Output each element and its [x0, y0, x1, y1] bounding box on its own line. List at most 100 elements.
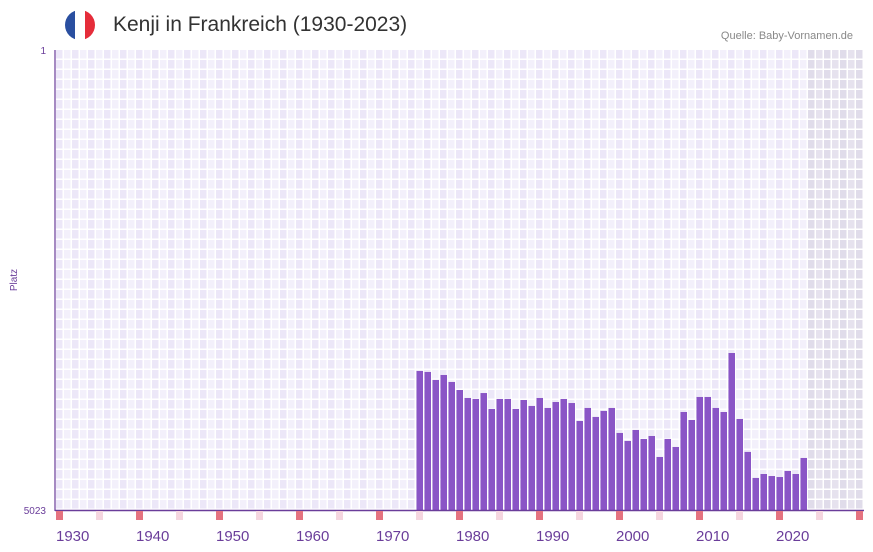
grid-cell [240, 130, 247, 139]
grid-cell [232, 370, 239, 379]
grid-cell [88, 170, 95, 179]
grid-cell [696, 170, 703, 179]
grid-cell [280, 300, 287, 309]
grid-cell [488, 240, 495, 249]
grid-cell [760, 280, 767, 289]
grid-cell [616, 160, 623, 169]
grid-cell [232, 470, 239, 479]
grid-cell [360, 350, 367, 359]
grid-cell [672, 190, 679, 199]
grid-cell [368, 390, 375, 399]
grid-cell [592, 350, 599, 359]
grid-cell [488, 370, 495, 379]
grid-cell [192, 260, 199, 269]
grid-cell [800, 50, 807, 59]
grid-cell [792, 290, 799, 299]
grid-cell [480, 130, 487, 139]
grid-cell [672, 260, 679, 269]
grid-cell [392, 150, 399, 159]
grid-cell [280, 450, 287, 459]
grid-cell [552, 290, 559, 299]
grid-cell [224, 170, 231, 179]
grid-cell [456, 360, 463, 369]
grid-cell [232, 430, 239, 439]
grid-cell [328, 150, 335, 159]
grid-cell [320, 320, 327, 329]
grid-cell [544, 280, 551, 289]
grid-cell [648, 390, 655, 399]
grid-cell [352, 220, 359, 229]
grid-cell [104, 300, 111, 309]
grid-cell [344, 480, 351, 489]
grid-cell [304, 160, 311, 169]
grid-cell [264, 350, 271, 359]
grid-cell [160, 420, 167, 429]
grid-cell [104, 190, 111, 199]
grid-cell [344, 140, 351, 149]
grid-cell [240, 440, 247, 449]
grid-cell [776, 400, 783, 409]
grid-cell [424, 260, 431, 269]
grid-cell [736, 400, 743, 409]
grid-cell [752, 360, 759, 369]
grid-cell [120, 90, 127, 99]
grid-cell [752, 240, 759, 249]
grid-cell [208, 140, 215, 149]
grid-cell [832, 470, 839, 479]
grid-cell [128, 270, 135, 279]
grid-cell [312, 380, 319, 389]
grid-cell [560, 280, 567, 289]
grid-cell [104, 210, 111, 219]
grid-cell [64, 300, 71, 309]
grid-cell [336, 290, 343, 299]
grid-cell [608, 90, 615, 99]
grid-cell [312, 330, 319, 339]
grid-cell [528, 330, 535, 339]
grid-cell [808, 100, 815, 109]
grid-cell [320, 160, 327, 169]
grid-cell [168, 230, 175, 239]
grid-cell [168, 430, 175, 439]
grid-cell [656, 210, 663, 219]
grid-cell [528, 360, 535, 369]
grid-cell [400, 130, 407, 139]
grid-cell [576, 350, 583, 359]
grid-cell [168, 370, 175, 379]
grid-cell [824, 80, 831, 89]
grid-cell [760, 80, 767, 89]
grid-cell [440, 230, 447, 239]
grid-cell [624, 170, 631, 179]
grid-cell [120, 350, 127, 359]
grid-cell [352, 340, 359, 349]
grid-cell [384, 240, 391, 249]
grid-cell [440, 210, 447, 219]
grid-cell [216, 450, 223, 459]
grid-cell [808, 170, 815, 179]
grid-cell [168, 400, 175, 409]
grid-cell [232, 60, 239, 69]
grid-cell [432, 160, 439, 169]
grid-cell [216, 310, 223, 319]
grid-cell [184, 450, 191, 459]
grid-cell [192, 240, 199, 249]
grid-cell [304, 460, 311, 469]
grid-cell [688, 170, 695, 179]
grid-cell [400, 270, 407, 279]
grid-cell [512, 310, 519, 319]
grid-cell [320, 130, 327, 139]
grid-cell [656, 200, 663, 209]
grid-cell [328, 430, 335, 439]
grid-cell [488, 100, 495, 109]
grid-cell [432, 220, 439, 229]
grid-cell [616, 390, 623, 399]
grid-cell [472, 360, 479, 369]
grid-cell [472, 160, 479, 169]
grid-cell [176, 410, 183, 419]
grid-cell [448, 200, 455, 209]
grid-cell [680, 50, 687, 59]
grid-cell [56, 220, 63, 229]
grid-cell [320, 120, 327, 129]
grid-cell [384, 470, 391, 479]
source-link[interactable]: Quelle: Baby-Vornamen.de [720, 30, 853, 42]
grid-cell [768, 60, 775, 69]
